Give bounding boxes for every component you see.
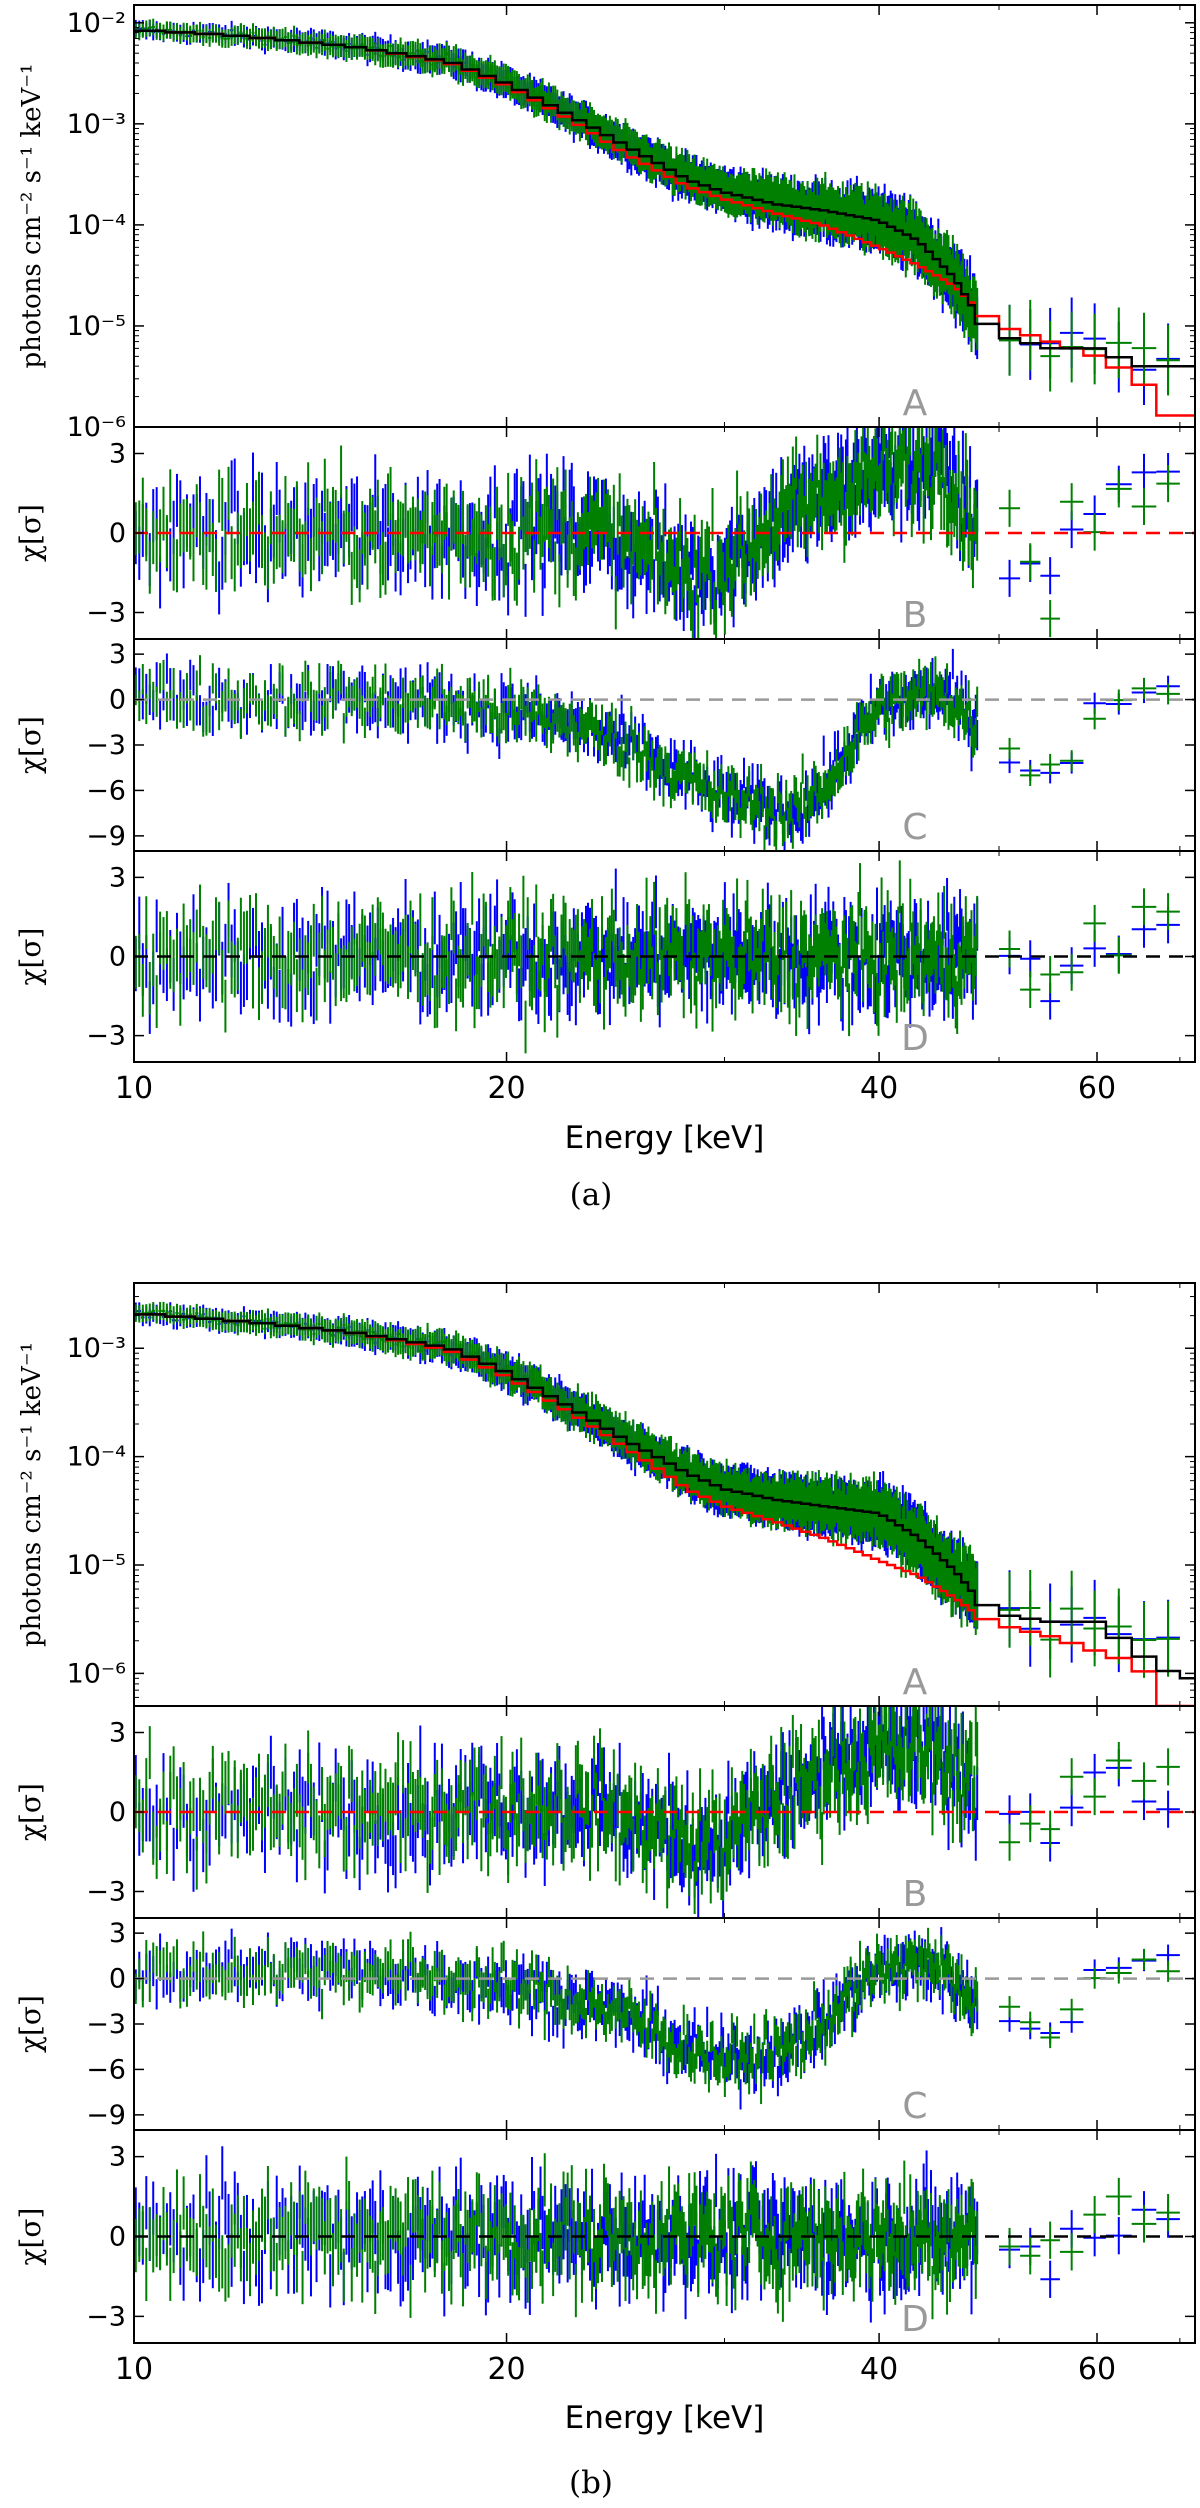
panel-label: A bbox=[903, 383, 928, 424]
x-axis-label: Energy [keV] bbox=[565, 1120, 765, 1156]
x-tick-label: 10 bbox=[115, 1071, 153, 1106]
y-tick-label: 3 bbox=[109, 639, 126, 670]
panel-label: C bbox=[902, 807, 927, 848]
series-fpma bbox=[134, 19, 1180, 406]
y-tick-label: 0 bbox=[109, 685, 126, 716]
panel-label: D bbox=[901, 1018, 929, 1059]
residuals-fpmb bbox=[134, 655, 1180, 851]
y-tick-label: −3 bbox=[86, 1021, 126, 1052]
y-tick-label: 3 bbox=[109, 862, 126, 893]
series-fpma bbox=[134, 1302, 1180, 1678]
y-axis-label: photons cm⁻² s⁻¹ keV⁻¹ bbox=[17, 64, 47, 369]
plot-area bbox=[134, 427, 1195, 639]
series-fpmb bbox=[134, 18, 1180, 396]
y-tick-label: 0 bbox=[109, 942, 126, 973]
y-axis-label: χ[σ] bbox=[14, 716, 47, 774]
plot-area bbox=[134, 1301, 1195, 1706]
x-tick-label: 20 bbox=[487, 1071, 525, 1106]
y-tick-label: −3 bbox=[86, 730, 126, 761]
model-line-red bbox=[134, 29, 1195, 417]
residuals-fpmb bbox=[134, 427, 1180, 639]
y-tick-label: 10⁻⁵ bbox=[67, 311, 126, 342]
y-tick-label: 10⁻⁶ bbox=[67, 412, 126, 443]
panel-D: 3 0 −3 Dχ[σ] bbox=[14, 850, 1196, 1063]
plot-area bbox=[134, 860, 1195, 1054]
y-tick-label: 10⁻⁴ bbox=[67, 210, 126, 241]
y-tick-label: 10⁻² bbox=[67, 8, 126, 39]
figure-caption: (a) bbox=[570, 1177, 613, 1213]
panel-frame bbox=[133, 4, 1196, 428]
y-tick-label: −9 bbox=[86, 821, 126, 852]
y-tick-label: 0 bbox=[109, 518, 126, 549]
panel-C: 3 0 −3 −6 −9 Cχ[σ] bbox=[14, 638, 1196, 852]
x-tick-label: 60 bbox=[1078, 1071, 1116, 1106]
x-tick-label: 40 bbox=[860, 1071, 898, 1106]
plot-area bbox=[134, 648, 1195, 851]
panel-label: B bbox=[903, 595, 928, 636]
residuals-fpmb bbox=[134, 860, 1180, 1054]
y-axis-label: χ[σ] bbox=[14, 928, 47, 986]
y-tick-label: −3 bbox=[86, 598, 126, 629]
y-axis-label: χ[σ] bbox=[14, 504, 47, 562]
y-tick-label: 10⁻³ bbox=[67, 109, 126, 140]
plot-area bbox=[134, 18, 1195, 417]
y-tick-label: −6 bbox=[86, 775, 126, 806]
model-line-black bbox=[134, 29, 1195, 368]
panel-frame bbox=[133, 638, 1196, 852]
y-tick-label: 3 bbox=[109, 439, 126, 470]
panel-B: 3 0 −3 Bχ[σ] bbox=[14, 426, 1196, 640]
